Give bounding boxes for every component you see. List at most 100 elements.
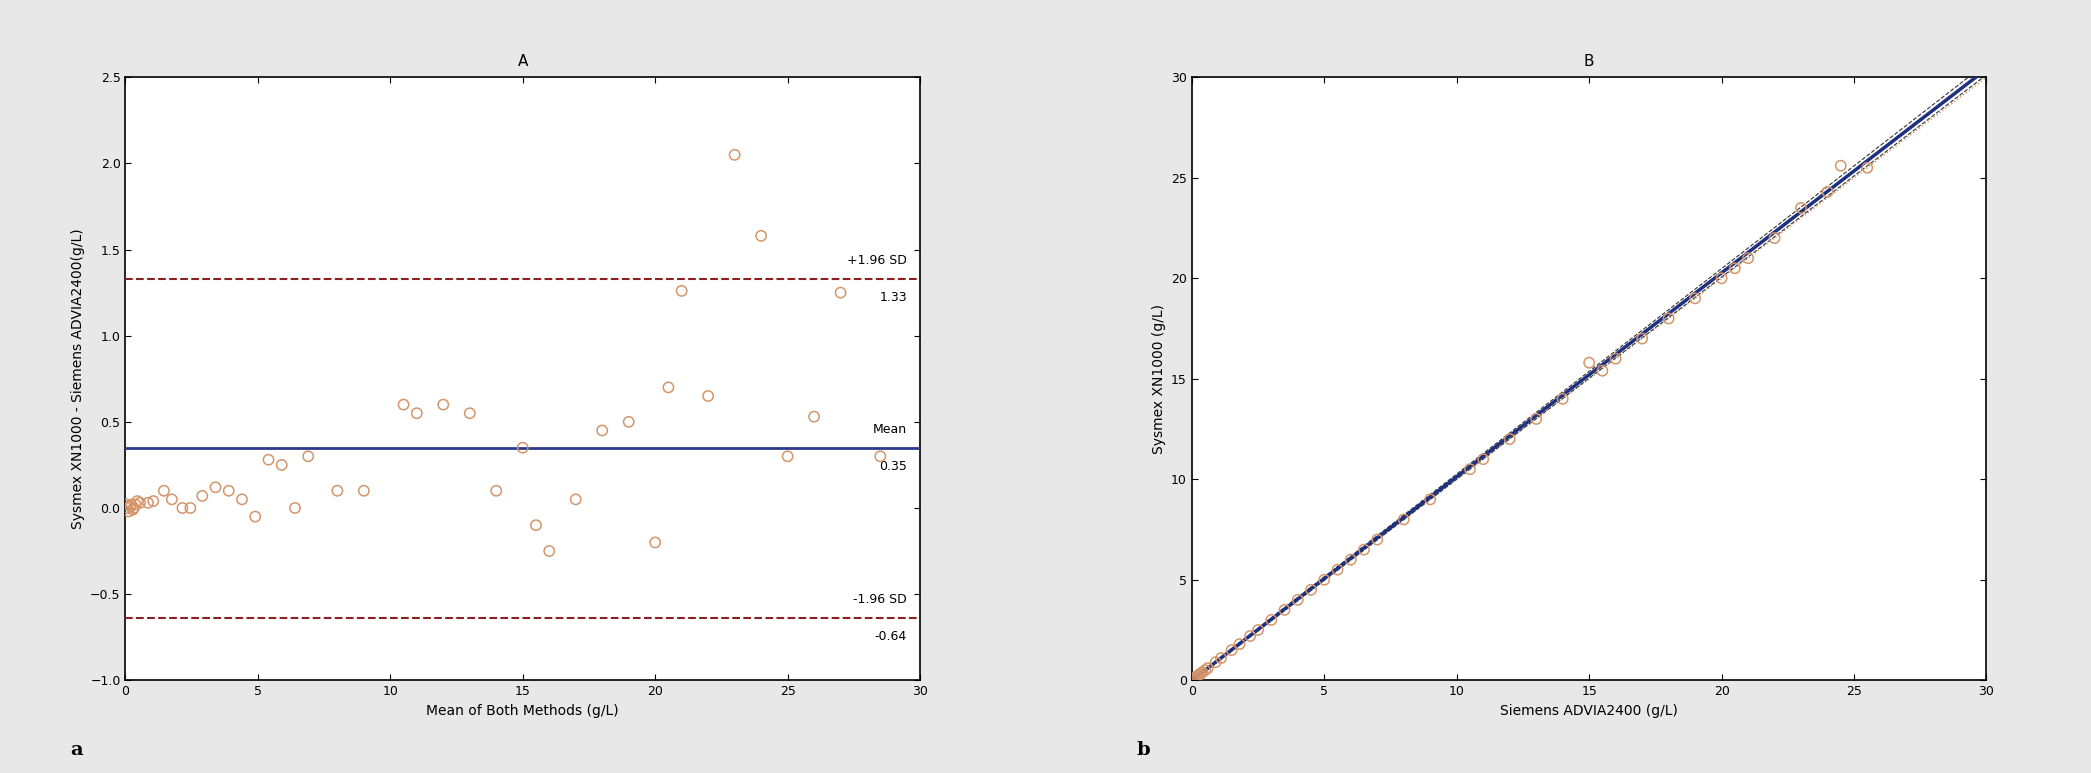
Point xyxy=(519,519,552,531)
Point xyxy=(1347,543,1380,556)
Title: B: B xyxy=(1583,54,1595,70)
Point xyxy=(238,510,272,523)
Point xyxy=(1719,262,1752,274)
Point xyxy=(387,398,420,410)
Point xyxy=(1186,666,1219,679)
Point xyxy=(113,506,146,518)
Point xyxy=(1851,162,1884,174)
Point xyxy=(1215,644,1248,656)
Point xyxy=(115,499,148,511)
Point xyxy=(111,502,144,514)
Point xyxy=(1179,671,1213,683)
Point xyxy=(111,499,144,511)
Point xyxy=(744,230,778,242)
Point xyxy=(1414,493,1447,506)
Point xyxy=(1585,365,1618,377)
Point xyxy=(1823,159,1857,172)
Point xyxy=(146,485,180,497)
Point xyxy=(1572,356,1606,369)
Text: +1.96 SD: +1.96 SD xyxy=(847,254,907,267)
Point xyxy=(454,407,487,420)
Point xyxy=(1652,312,1685,325)
Point xyxy=(585,424,619,437)
Text: Mean: Mean xyxy=(872,423,907,436)
Text: b: b xyxy=(1135,741,1150,758)
Point xyxy=(1784,202,1817,214)
Point xyxy=(1600,352,1633,365)
Point xyxy=(1811,186,1844,198)
Point xyxy=(155,493,188,506)
Point xyxy=(1545,393,1579,405)
Point xyxy=(1177,673,1211,686)
Point xyxy=(117,502,151,514)
Point xyxy=(479,485,512,497)
Point xyxy=(1731,252,1765,264)
Point xyxy=(1223,638,1257,650)
Y-axis label: Sysmex XN1000 (g/L): Sysmex XN1000 (g/L) xyxy=(1152,304,1165,454)
Point xyxy=(1493,433,1526,445)
Point xyxy=(1204,652,1238,664)
Point xyxy=(1386,513,1420,526)
Point xyxy=(824,287,857,299)
Point xyxy=(123,496,157,509)
Point xyxy=(1198,656,1232,669)
Point xyxy=(1234,630,1267,642)
Point xyxy=(1181,670,1215,683)
Point xyxy=(533,545,567,557)
Point xyxy=(1307,574,1340,586)
Text: a: a xyxy=(69,741,82,758)
Point xyxy=(121,495,155,507)
Point xyxy=(1625,332,1658,345)
Text: -0.64: -0.64 xyxy=(874,630,907,643)
Point xyxy=(1334,553,1368,566)
Y-axis label: Sysmex XN1000 - Siemens ADVIA2400(g/L): Sysmex XN1000 - Siemens ADVIA2400(g/L) xyxy=(71,229,84,529)
Point xyxy=(1679,292,1713,305)
Point xyxy=(1361,533,1395,546)
Point xyxy=(1282,594,1315,606)
Point xyxy=(1294,584,1328,596)
Point xyxy=(119,499,153,511)
Point xyxy=(1188,664,1221,676)
Point xyxy=(251,454,284,466)
Point xyxy=(558,493,592,506)
Title: A: A xyxy=(519,54,527,70)
Point xyxy=(278,502,312,514)
Point xyxy=(652,381,686,393)
Point xyxy=(638,536,671,549)
Point xyxy=(1759,232,1792,244)
Point xyxy=(117,503,151,516)
Point xyxy=(772,450,805,462)
Point xyxy=(1453,463,1487,475)
Point xyxy=(427,398,460,410)
Point xyxy=(1704,272,1738,284)
Point xyxy=(165,502,199,514)
Point xyxy=(174,502,207,514)
X-axis label: Siemens ADVIA2400 (g/L): Siemens ADVIA2400 (g/L) xyxy=(1499,703,1679,717)
Point xyxy=(1466,453,1499,465)
Point xyxy=(613,416,646,428)
Point xyxy=(399,407,433,420)
Point xyxy=(1255,614,1288,626)
Text: 1.33: 1.33 xyxy=(878,291,907,304)
Point xyxy=(506,441,539,454)
Point xyxy=(347,485,381,497)
Point xyxy=(226,493,259,506)
Point xyxy=(291,450,324,462)
Point xyxy=(1322,564,1355,576)
Point xyxy=(199,481,232,493)
Point xyxy=(1184,668,1217,680)
Text: 0.35: 0.35 xyxy=(878,460,907,473)
Point xyxy=(1520,413,1554,425)
Point xyxy=(1192,662,1225,674)
Point xyxy=(320,485,353,497)
Point xyxy=(692,390,726,402)
Point xyxy=(717,148,751,161)
Point xyxy=(1184,667,1217,679)
Point xyxy=(136,495,169,507)
Point xyxy=(132,496,165,509)
Point xyxy=(665,284,698,297)
X-axis label: Mean of Both Methods (g/L): Mean of Both Methods (g/L) xyxy=(427,703,619,717)
Point xyxy=(113,500,146,512)
Point xyxy=(1242,624,1276,636)
Point xyxy=(1267,604,1301,616)
